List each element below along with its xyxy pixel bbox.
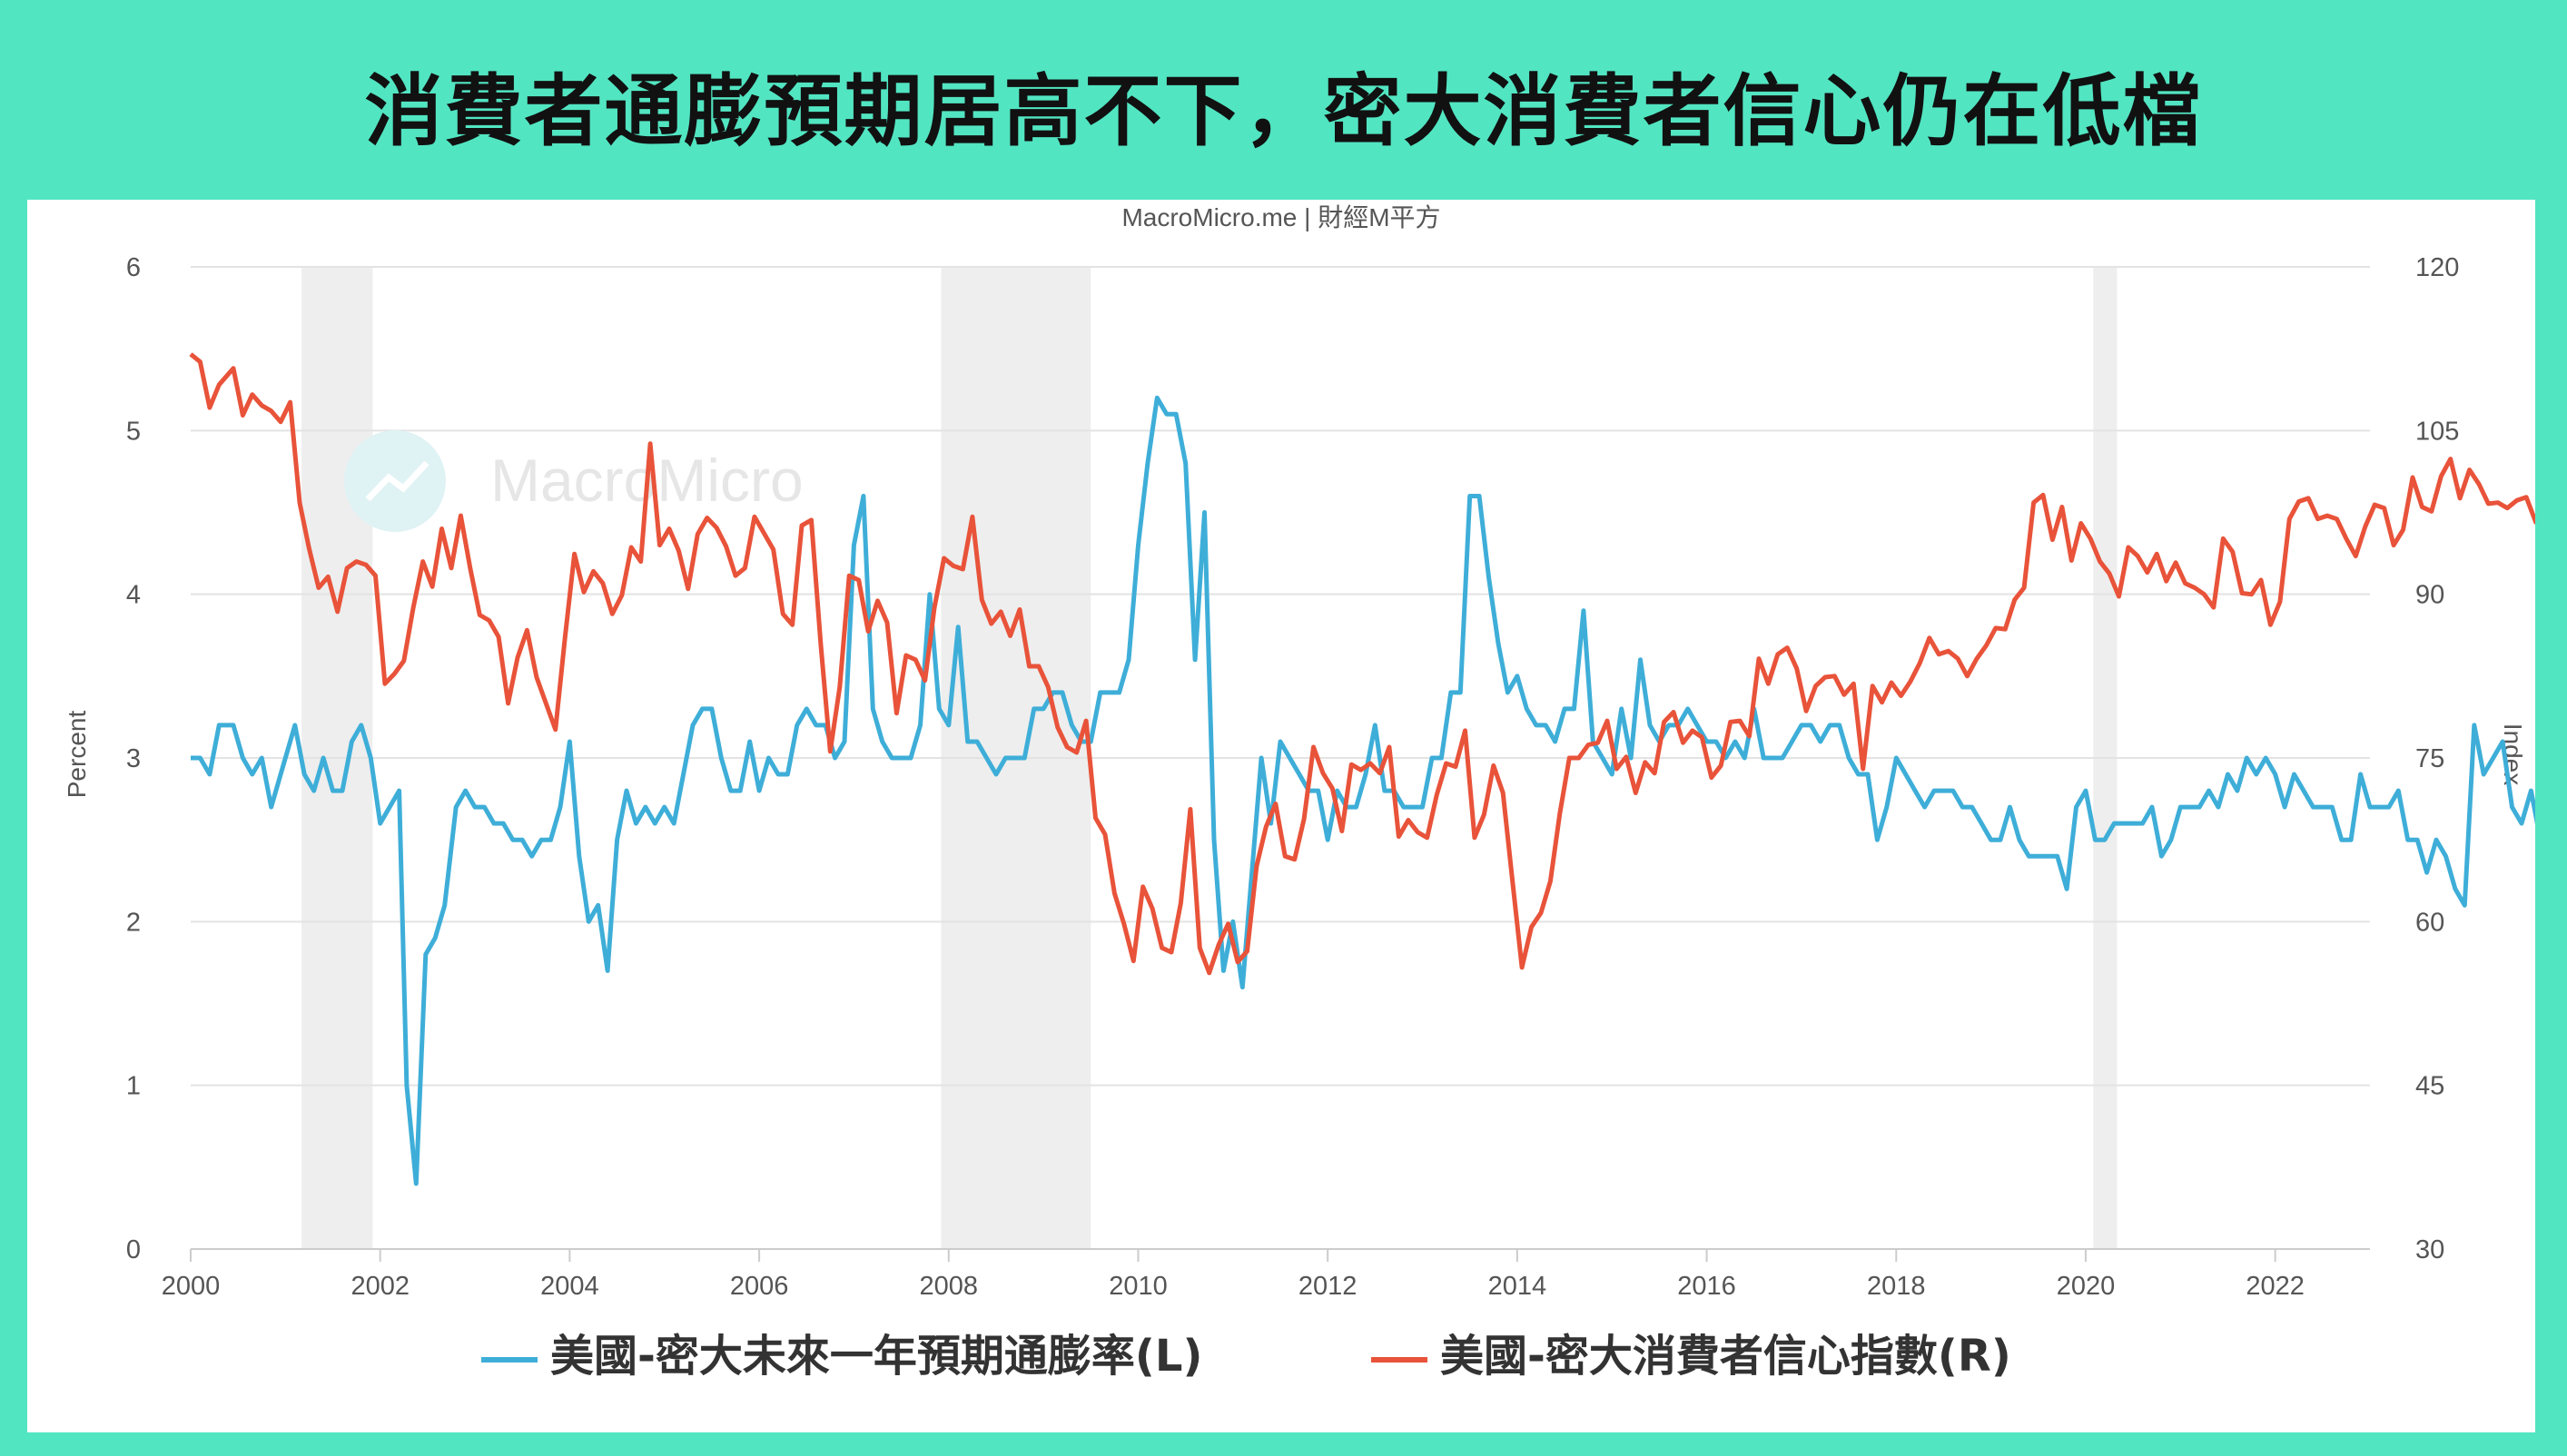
x-tick-label: 2004 bbox=[540, 1272, 599, 1301]
x-tick-label: 2008 bbox=[920, 1272, 979, 1301]
y-right-tick-label: 30 bbox=[2415, 1235, 2444, 1264]
y-left-tick-label: 6 bbox=[126, 253, 141, 282]
source-text: MacroMicro.me | 財經M平方 bbox=[1121, 203, 1440, 231]
chart-svg: MacroMicro MacroMicro.me | 財經M平方 0123456… bbox=[63, 203, 2535, 1382]
y-right-tick-label: 90 bbox=[2415, 581, 2444, 610]
x-tick-label: 2022 bbox=[2246, 1272, 2305, 1301]
y-right-tick-label: 75 bbox=[2415, 744, 2444, 773]
x-tick-label: 2018 bbox=[1867, 1272, 1926, 1301]
x-tick-label: 2012 bbox=[1298, 1272, 1358, 1301]
y-left-tick-label: 5 bbox=[126, 417, 141, 446]
y-axis-left-label: Percent bbox=[63, 711, 91, 799]
x-tick-label: 2002 bbox=[350, 1272, 410, 1301]
series-line-consumer-sentiment bbox=[189, 352, 2535, 976]
right-axis: 30 45 60 75 90 105 120 bbox=[2415, 253, 2459, 1264]
y-right-tick-label: 105 bbox=[2415, 417, 2459, 446]
watermark-logo-icon bbox=[344, 430, 446, 532]
y-right-tick-label: 120 bbox=[2415, 253, 2459, 282]
legend-label-0[interactable]: 美國-密大未來一年預期通膨率(L) bbox=[550, 1331, 1202, 1382]
x-tick-label: 2010 bbox=[1109, 1272, 1168, 1301]
y-left-tick-label: 3 bbox=[126, 744, 141, 773]
y-left-tick-label: 1 bbox=[126, 1072, 141, 1101]
series-lines bbox=[189, 352, 2535, 1186]
legend-label-1[interactable]: 美國-密大消費者信心指數(R) bbox=[1440, 1331, 2011, 1382]
x-axis: 2000 2002 2004 2006 2008 2010 2012 2014 2016 2018… bbox=[162, 1248, 2370, 1301]
x-tick-label: 2000 bbox=[162, 1272, 221, 1301]
y-left-tick-label: 0 bbox=[126, 1235, 141, 1264]
y-left-tick-label: 2 bbox=[126, 908, 141, 937]
page-title: 消費者通膨預期居高不下，密大消費者信心仍在低檔 bbox=[364, 66, 2203, 157]
x-tick-label: 2016 bbox=[1677, 1272, 1736, 1301]
y-left-tick-label: 4 bbox=[126, 581, 141, 610]
x-tick-label: 2014 bbox=[1488, 1272, 1547, 1301]
x-tick-label: 2020 bbox=[2057, 1272, 2116, 1301]
y-right-tick-label: 45 bbox=[2415, 1072, 2444, 1101]
x-tick-label: 2006 bbox=[730, 1272, 789, 1301]
left-axis: 0 1 2 3 4 5 6 bbox=[126, 253, 141, 1264]
series-line-inflation-expectation bbox=[191, 395, 2535, 1186]
y-right-tick-label: 60 bbox=[2415, 908, 2444, 937]
legend: 美國-密大未來一年預期通膨率(L) 美國-密大消費者信心指數(R) bbox=[481, 1331, 2011, 1382]
